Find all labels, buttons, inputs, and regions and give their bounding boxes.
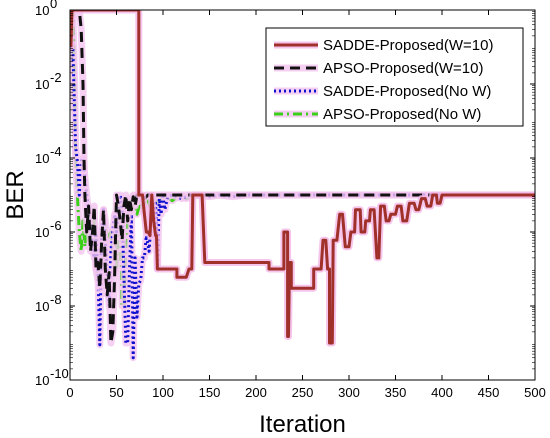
y-tick-label-exp-4: -8 (50, 292, 62, 307)
legend-label-3: APSO-Proposed(No W) (323, 106, 481, 123)
series-1 (70, 10, 535, 347)
x-tick-label-9: 450 (478, 385, 500, 400)
series-line-1 (70, 10, 535, 345)
y-tick-label-exp-0: 0 (50, 0, 57, 11)
x-tick-label-5: 250 (292, 385, 314, 400)
y-tick-label-base-1: 10 (35, 77, 49, 92)
x-tick-label-4: 200 (245, 385, 267, 400)
legend-label-1: APSO-Proposed(W=10) (323, 60, 483, 77)
x-tick-label-10: 500 (524, 385, 546, 400)
y-tick-label-base-3: 10 (35, 225, 49, 240)
x-axis-title: Iteration (259, 411, 346, 438)
legend-label-2: SADDE-Proposed(No W) (323, 83, 491, 100)
y-tick-label-base-4: 10 (35, 299, 49, 314)
series-0 (70, 10, 535, 347)
series-layer (70, 10, 535, 362)
x-tick-label-3: 150 (199, 385, 221, 400)
x-tick-label-8: 400 (431, 385, 453, 400)
legend-label-0: SADDE-Proposed(W=10) (323, 37, 493, 54)
series-line-0 (70, 10, 535, 345)
y-tick-label-exp-1: -2 (50, 70, 62, 85)
legend: SADDE-Proposed(W=10) APSO-Proposed(W=10) S… (265, 27, 524, 127)
legend-items: SADDE-Proposed(W=10) APSO-Proposed(W=10) S… (274, 37, 493, 123)
y-tick-label-exp-3: -6 (50, 218, 62, 233)
x-tick-label-2: 100 (152, 385, 174, 400)
y-tick-label-exp-2: -4 (50, 144, 62, 159)
x-tick-label-6: 300 (338, 385, 360, 400)
y-axis-title: BER (2, 170, 29, 219)
y-tick-label-base-2: 10 (35, 151, 49, 166)
y-tick-label-exp-5: -10 (50, 366, 69, 381)
y-tick-label-base-5: 10 (35, 373, 49, 388)
x-tick-label-1: 50 (109, 385, 123, 400)
x-tick-label-7: 350 (385, 385, 407, 400)
y-tick-label-base-0: 10 (35, 3, 49, 18)
x-tick-label-0: 0 (66, 385, 73, 400)
